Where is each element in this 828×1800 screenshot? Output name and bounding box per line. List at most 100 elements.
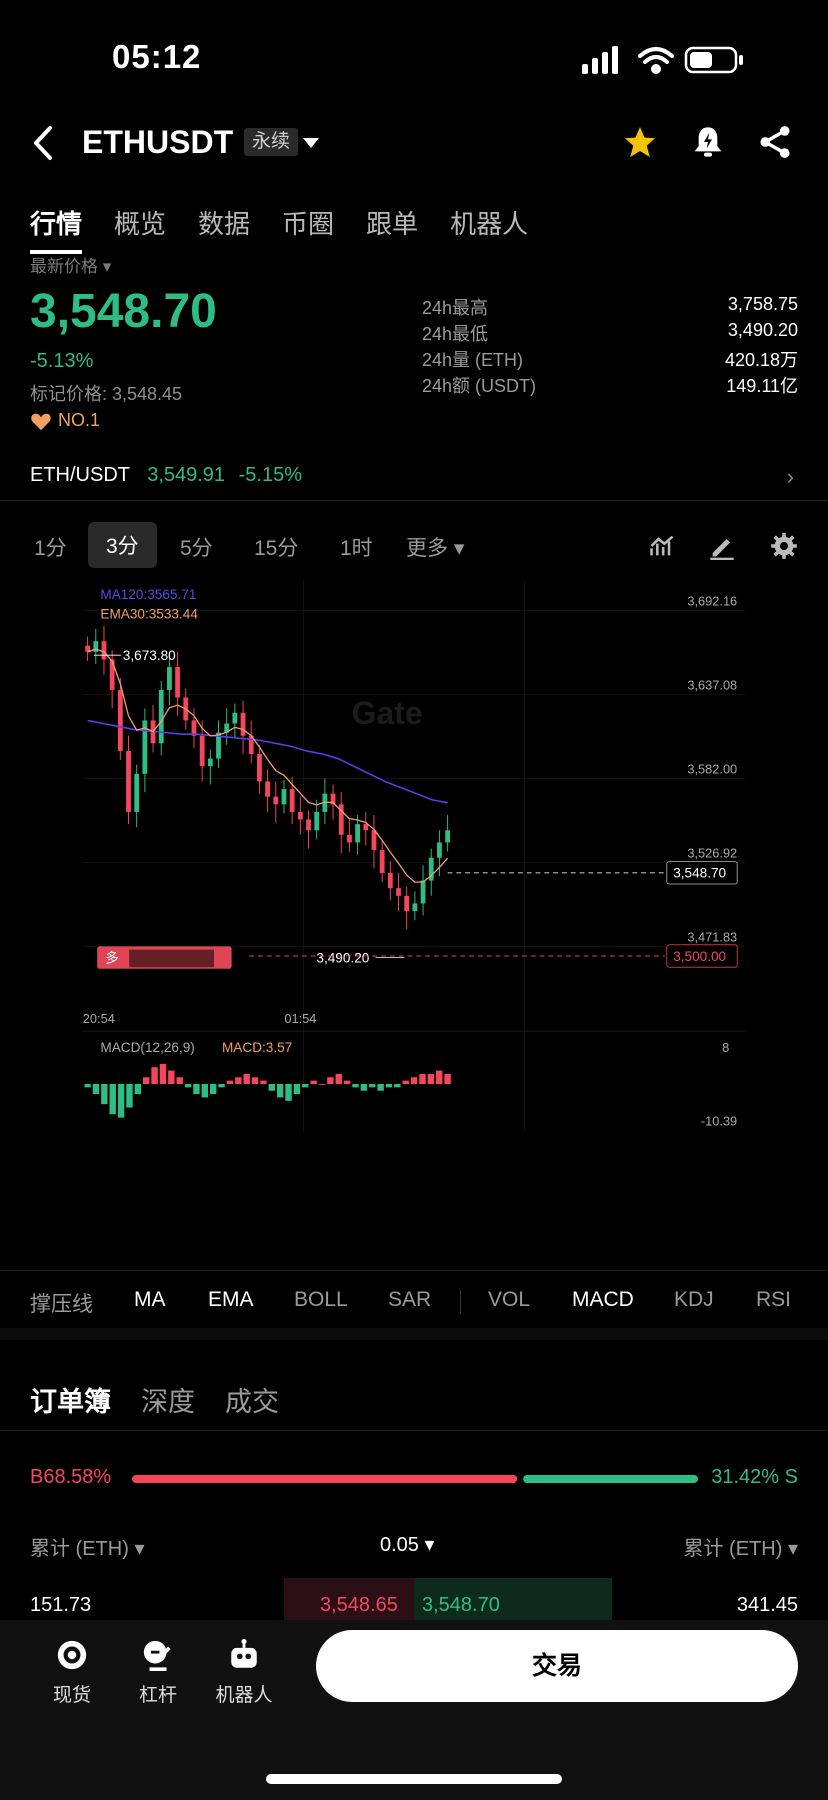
x-tick-label: 20:54 xyxy=(83,1011,115,1026)
candle xyxy=(134,773,140,812)
timeframe-3m[interactable]: 3分 xyxy=(88,522,157,568)
macd-bar xyxy=(276,1084,284,1098)
candle xyxy=(387,872,393,889)
macd-bar xyxy=(302,1084,309,1088)
stat-high-label: 24h最高 xyxy=(422,298,489,318)
nav-spot[interactable]: 现货 xyxy=(32,1638,112,1707)
main-tabs: 行情 概览 数据 币圈 跟单 机器人 xyxy=(30,204,560,254)
order-price-box xyxy=(666,944,738,968)
macd-bar xyxy=(310,1080,317,1084)
tab-community[interactable]: 币圈 xyxy=(282,209,335,239)
timeframe-more[interactable]: 更多 ▾ xyxy=(406,537,465,560)
indicator-macd[interactable]: MACD xyxy=(572,1288,634,1311)
indicator-separator xyxy=(460,1290,461,1314)
ask-price[interactable]: 3,548.70 xyxy=(422,1594,500,1616)
candle xyxy=(224,723,230,733)
spot-change: -5.15% xyxy=(238,464,302,486)
indicator-vol[interactable]: VOL xyxy=(488,1288,531,1311)
stat-turnover-label: 24h额 (USDT) xyxy=(422,376,537,396)
nav-margin[interactable]: 杠杆 xyxy=(118,1638,198,1707)
bell-alert-icon[interactable] xyxy=(692,124,724,165)
macd-bar xyxy=(243,1073,250,1084)
timeframe-1m[interactable]: 1分 xyxy=(34,537,67,560)
depth-total-header-left[interactable]: 累计 (ETH) ▾ xyxy=(30,1538,145,1560)
macd-bar xyxy=(327,1077,334,1084)
sell-ratio: 31.42% S xyxy=(711,1466,798,1488)
tab-copy-trading[interactable]: 跟单 xyxy=(366,209,419,239)
macd-bar xyxy=(343,1080,351,1084)
candle xyxy=(199,735,205,767)
candle xyxy=(404,895,410,912)
candle xyxy=(167,667,172,690)
price-precision-select[interactable]: 0.05 ▾ xyxy=(380,1534,435,1556)
last-price-label[interactable]: 最新价格 ▾ xyxy=(30,257,112,276)
indicator-chart-icon[interactable] xyxy=(648,532,676,560)
ema-legend: EMA30:3533.44 xyxy=(100,606,198,621)
tab-orderbook[interactable]: 订单簿 xyxy=(30,1387,111,1417)
tab-data[interactable]: 数据 xyxy=(198,209,251,239)
pencil-icon[interactable] xyxy=(708,532,736,560)
chart-watermark: Gate xyxy=(352,695,423,731)
gear-icon[interactable] xyxy=(770,532,798,560)
indicator-kdj[interactable]: KDJ xyxy=(674,1288,714,1311)
nav-robot[interactable]: 机器人 xyxy=(204,1638,284,1707)
indicator-boll[interactable]: BOLL xyxy=(294,1288,348,1311)
indicator-sar[interactable]: SAR xyxy=(388,1288,432,1311)
candle xyxy=(428,857,434,881)
divider xyxy=(0,1270,828,1271)
tab-overview[interactable]: 概览 xyxy=(114,209,167,239)
tab-trades[interactable]: 成交 xyxy=(225,1387,279,1417)
candle xyxy=(314,811,320,831)
candle xyxy=(330,793,336,805)
candle xyxy=(232,712,238,724)
spot-icon xyxy=(57,1640,87,1670)
tab-depth[interactable]: 深度 xyxy=(141,1387,195,1417)
macd-bar xyxy=(218,1084,225,1088)
trade-button[interactable]: 交易 xyxy=(316,1630,798,1702)
macd-bar xyxy=(92,1084,100,1095)
macd-bar xyxy=(109,1084,116,1115)
ema30-line xyxy=(87,648,449,883)
macd-bar xyxy=(352,1084,359,1088)
high-marker: 3,673.80 xyxy=(94,648,176,663)
candle xyxy=(420,880,426,904)
candle xyxy=(158,689,164,744)
divider xyxy=(0,500,828,501)
timeframe-bar: 1分 3分 5分 15分 1时 更多 ▾ xyxy=(0,518,828,580)
spot-pair: ETH/USDT xyxy=(30,464,130,486)
depth-total-header-right[interactable]: 累计 (ETH) ▾ xyxy=(683,1538,799,1560)
macd-bar xyxy=(293,1084,301,1095)
back-icon[interactable] xyxy=(28,124,58,162)
tab-market[interactable]: 行情 xyxy=(30,204,83,254)
candle xyxy=(379,850,385,873)
bid-price[interactable]: 3,548.65 xyxy=(320,1594,398,1616)
rank-badge[interactable]: NO.1 xyxy=(30,410,100,431)
timeframe-15m[interactable]: 15分 xyxy=(254,537,299,560)
chevron-down-icon[interactable] xyxy=(302,136,320,155)
share-icon[interactable] xyxy=(758,124,792,165)
candle xyxy=(273,796,279,805)
spot-price-row[interactable]: ETH/USDT 3,549.91 -5.15% xyxy=(30,464,302,487)
tab-bots[interactable]: 机器人 xyxy=(450,209,529,239)
position-info-masked xyxy=(129,949,214,968)
indicator-ema[interactable]: EMA xyxy=(208,1288,254,1311)
position-side: 多 xyxy=(105,949,119,965)
timeframe-1h[interactable]: 1时 xyxy=(340,537,373,560)
candle xyxy=(142,720,148,774)
indicator-rsi[interactable]: RSI xyxy=(756,1288,792,1311)
wifi-icon xyxy=(638,47,674,74)
indicator-ma[interactable]: MA xyxy=(134,1288,166,1311)
star-icon[interactable] xyxy=(622,124,658,165)
indicator-support[interactable]: 撑压线 xyxy=(30,1293,93,1316)
macd-bar xyxy=(143,1077,150,1084)
last-price: 3,548.70 xyxy=(30,285,217,338)
pair-title[interactable]: ETHUSDT xyxy=(82,124,234,160)
timeframe-5m[interactable]: 5分 xyxy=(180,537,213,560)
macd-bar xyxy=(436,1070,443,1084)
price-chart[interactable]: Gate MA120:3565.71 EMA30:3533.44 3,692.1… xyxy=(0,580,828,1140)
status-icons xyxy=(582,42,752,82)
chevron-right-icon[interactable]: › xyxy=(786,464,794,489)
candle xyxy=(216,732,221,759)
macd-bar xyxy=(268,1084,275,1091)
buy-sell-ratio-bar xyxy=(132,1475,698,1483)
